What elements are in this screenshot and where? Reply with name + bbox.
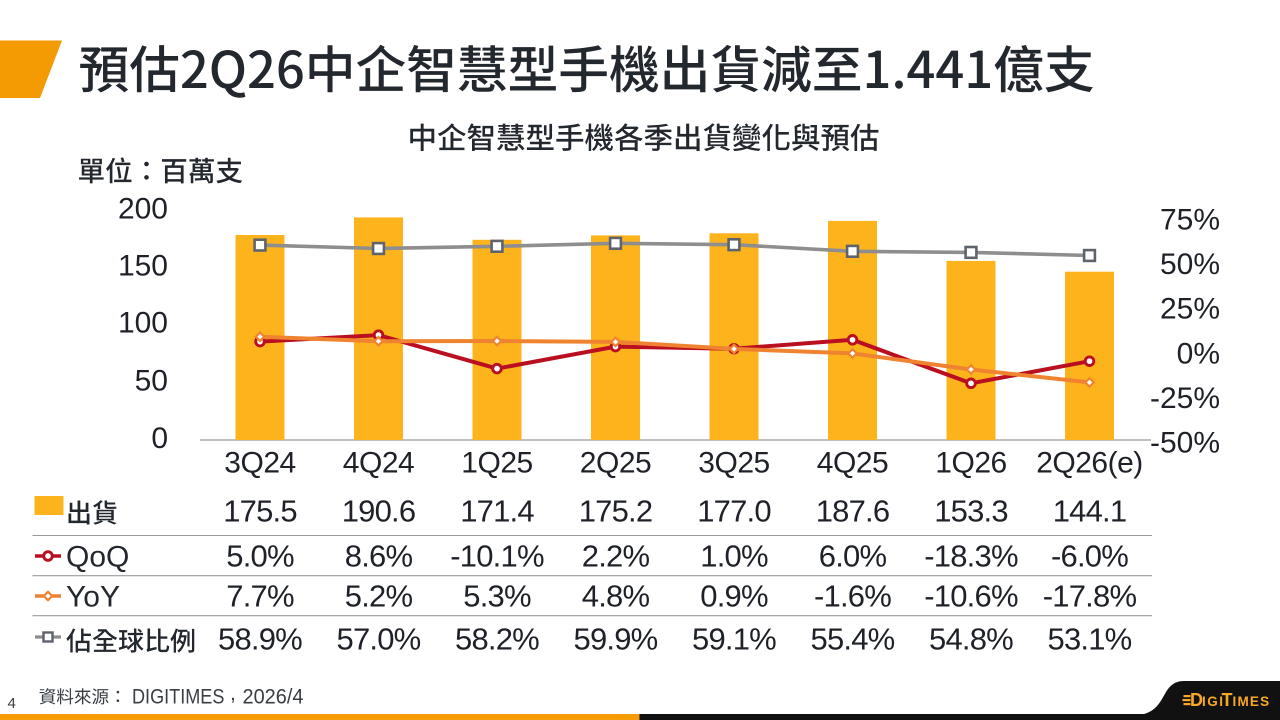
svg-text:4Q24: 4Q24 xyxy=(343,446,414,479)
svg-text:-6.0%: -6.0% xyxy=(1051,539,1128,574)
svg-text:58.2%: 58.2% xyxy=(455,622,539,657)
svg-text:-17.8%: -17.8% xyxy=(1043,579,1137,614)
svg-text:153.3: 153.3 xyxy=(934,494,1008,529)
svg-text:54.8%: 54.8% xyxy=(929,622,1013,657)
svg-text:7.7%: 7.7% xyxy=(226,579,294,614)
svg-text:YoY: YoY xyxy=(66,580,120,613)
svg-text:8.6%: 8.6% xyxy=(345,539,413,574)
svg-text:53.1%: 53.1% xyxy=(1048,622,1132,657)
svg-text:5.3%: 5.3% xyxy=(463,579,531,614)
svg-text:4Q25: 4Q25 xyxy=(817,446,888,479)
svg-text:D: D xyxy=(1190,690,1203,710)
svg-text:175.5: 175.5 xyxy=(223,494,297,529)
svg-text:1Q25: 1Q25 xyxy=(461,446,532,479)
svg-text:-10.1%: -10.1% xyxy=(450,539,544,574)
svg-text:T: T xyxy=(1222,690,1233,710)
svg-text:QoQ: QoQ xyxy=(66,540,129,573)
svg-text:150: 150 xyxy=(118,249,168,282)
svg-text:190.6: 190.6 xyxy=(342,494,416,529)
svg-text:75%: 75% xyxy=(1160,203,1220,236)
svg-text:,: , xyxy=(230,682,236,705)
svg-text:2.2%: 2.2% xyxy=(582,539,650,574)
svg-text:55.4%: 55.4% xyxy=(811,622,895,657)
svg-text:177.0: 177.0 xyxy=(697,494,771,529)
svg-text:2Q25: 2Q25 xyxy=(580,446,651,479)
svg-text:3Q24: 3Q24 xyxy=(224,446,295,479)
svg-text:1Q26: 1Q26 xyxy=(935,446,1006,479)
svg-text:144.1: 144.1 xyxy=(1053,494,1127,529)
svg-text:50%: 50% xyxy=(1160,248,1220,281)
svg-text:0.9%: 0.9% xyxy=(700,579,768,614)
svg-text:IGI: IGI xyxy=(1202,694,1225,709)
svg-text:4: 4 xyxy=(8,695,16,712)
svg-text:59.1%: 59.1% xyxy=(692,622,776,657)
svg-text:4.8%: 4.8% xyxy=(582,579,650,614)
svg-text:187.6: 187.6 xyxy=(816,494,890,529)
svg-text:-50%: -50% xyxy=(1150,427,1220,460)
svg-text:2Q26(e): 2Q26(e) xyxy=(1036,446,1143,479)
svg-text:0: 0 xyxy=(151,422,168,455)
svg-text:0%: 0% xyxy=(1177,337,1220,370)
svg-text:5.0%: 5.0% xyxy=(226,539,294,574)
svg-text:IMES: IMES xyxy=(1233,694,1271,709)
svg-text:59.9%: 59.9% xyxy=(574,622,658,657)
svg-text:DIGITIMES: DIGITIMES xyxy=(132,685,224,708)
svg-text:200: 200 xyxy=(118,192,168,225)
svg-text:100: 100 xyxy=(118,306,168,339)
svg-text:171.4: 171.4 xyxy=(460,494,534,529)
svg-text:25%: 25% xyxy=(1160,293,1220,326)
svg-text:58.9%: 58.9% xyxy=(218,622,302,657)
svg-text:175.2: 175.2 xyxy=(579,494,653,529)
svg-text:3Q25: 3Q25 xyxy=(698,446,769,479)
svg-text:50: 50 xyxy=(135,364,168,397)
svg-text:1.0%: 1.0% xyxy=(700,539,768,574)
svg-text:57.0%: 57.0% xyxy=(337,622,421,657)
svg-text:-1.6%: -1.6% xyxy=(814,579,891,614)
svg-text:-18.3%: -18.3% xyxy=(924,539,1018,574)
svg-text:-10.6%: -10.6% xyxy=(924,579,1018,614)
svg-text:2026/4: 2026/4 xyxy=(243,685,304,708)
svg-text:5.2%: 5.2% xyxy=(345,579,413,614)
svg-text:6.0%: 6.0% xyxy=(819,539,887,574)
svg-text:-25%: -25% xyxy=(1150,382,1220,415)
